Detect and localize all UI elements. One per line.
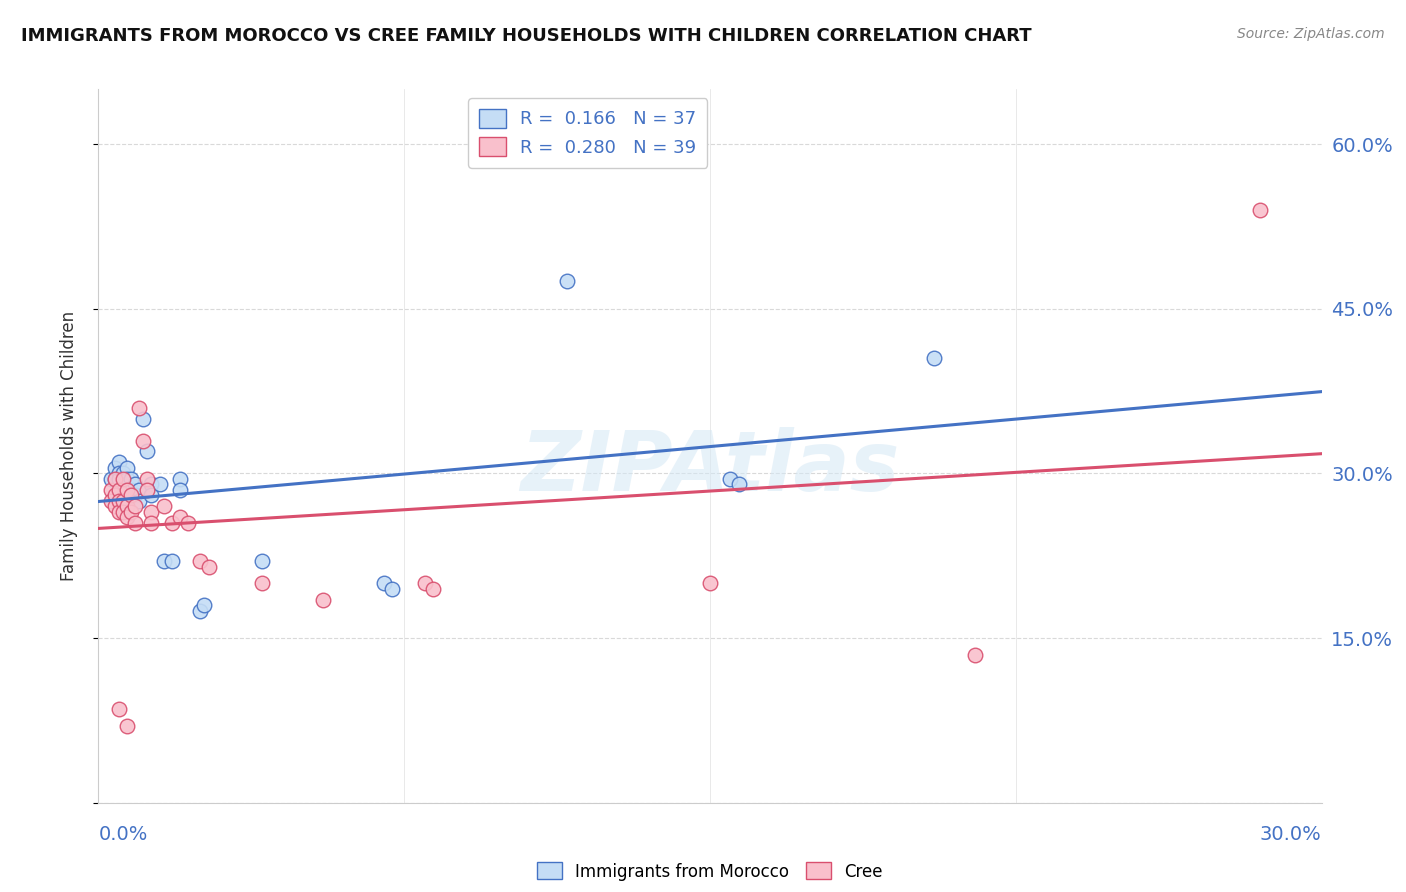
Point: [108, 702, 131, 716]
Point: [128, 401, 150, 415]
Point: [128, 483, 150, 497]
Point: [104, 461, 127, 475]
Point: [104, 488, 127, 502]
Point: [100, 494, 122, 508]
Point: [1249, 202, 1271, 217]
Point: [141, 488, 163, 502]
Text: 0.0%: 0.0%: [98, 825, 148, 844]
Point: [100, 483, 122, 497]
Point: [128, 494, 150, 508]
Point: [312, 592, 335, 607]
Point: [141, 477, 163, 491]
Point: [152, 554, 174, 568]
Point: [115, 461, 138, 475]
Point: [124, 500, 146, 514]
Point: [108, 467, 131, 481]
Point: [188, 604, 212, 618]
Point: [111, 472, 134, 486]
Point: [136, 483, 159, 497]
Legend: Immigrants from Morocco, Cree: Immigrants from Morocco, Cree: [530, 855, 890, 888]
Point: [160, 516, 183, 530]
Point: [108, 472, 131, 486]
Point: [132, 411, 155, 425]
Text: 30.0%: 30.0%: [1260, 825, 1322, 844]
Point: [124, 516, 146, 530]
Point: [720, 472, 742, 486]
Point: [177, 516, 200, 530]
Point: [149, 477, 172, 491]
Text: Source: ZipAtlas.com: Source: ZipAtlas.com: [1237, 27, 1385, 41]
Point: [250, 576, 273, 591]
Point: [104, 500, 127, 514]
Point: [413, 576, 436, 591]
Point: [104, 472, 127, 486]
Point: [108, 505, 131, 519]
Y-axis label: Family Households with Children: Family Households with Children: [59, 311, 77, 581]
Point: [115, 483, 138, 497]
Point: [108, 488, 131, 502]
Point: [115, 472, 138, 486]
Point: [111, 488, 134, 502]
Text: ZIPAtlas: ZIPAtlas: [520, 427, 900, 508]
Point: [188, 554, 212, 568]
Point: [152, 500, 174, 514]
Point: [111, 467, 134, 481]
Point: [250, 554, 273, 568]
Point: [141, 516, 163, 530]
Point: [169, 472, 191, 486]
Point: [120, 472, 142, 486]
Point: [381, 582, 404, 596]
Point: [922, 351, 945, 366]
Point: [108, 483, 131, 497]
Text: IMMIGRANTS FROM MOROCCO VS CREE FAMILY HOUSEHOLDS WITH CHILDREN CORRELATION CHAR: IMMIGRANTS FROM MOROCCO VS CREE FAMILY H…: [21, 27, 1032, 45]
Point: [111, 505, 134, 519]
Point: [169, 510, 191, 524]
Point: [100, 472, 122, 486]
Point: [373, 576, 395, 591]
Point: [115, 510, 138, 524]
Point: [120, 505, 142, 519]
Point: [132, 434, 155, 448]
Point: [115, 719, 138, 733]
Point: [115, 500, 138, 514]
Point: [111, 494, 134, 508]
Point: [160, 554, 183, 568]
Point: [557, 274, 579, 288]
Point: [965, 648, 987, 662]
Point: [108, 494, 131, 508]
Point: [104, 472, 127, 486]
Point: [120, 488, 142, 502]
Point: [699, 576, 721, 591]
Point: [111, 477, 134, 491]
Point: [136, 444, 159, 458]
Point: [115, 483, 138, 497]
Point: [124, 477, 146, 491]
Point: [136, 472, 159, 486]
Point: [422, 582, 444, 596]
Point: [169, 483, 191, 497]
Point: [124, 488, 146, 502]
Point: [193, 598, 215, 612]
Point: [197, 559, 219, 574]
Point: [120, 483, 142, 497]
Point: [108, 455, 131, 469]
Point: [141, 505, 163, 519]
Point: [727, 477, 749, 491]
